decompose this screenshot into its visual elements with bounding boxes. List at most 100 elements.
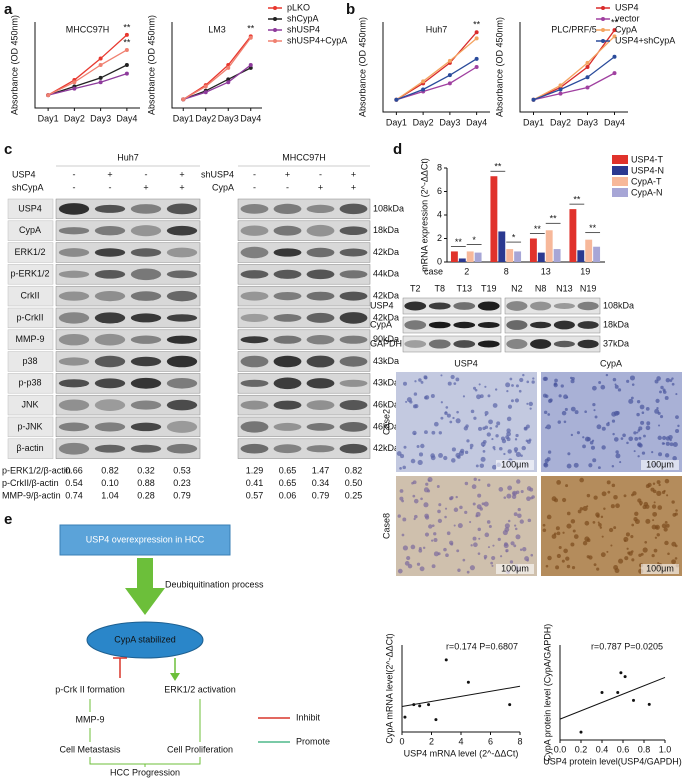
nucleus (546, 514, 552, 520)
nucleus (612, 432, 615, 436)
nucleus (456, 455, 461, 459)
nucleus (600, 552, 606, 558)
nucleus (561, 410, 567, 416)
protein-label: CypA (19, 225, 41, 235)
band (130, 422, 162, 432)
protein-label: MMP-9 (16, 334, 45, 344)
band (506, 320, 528, 330)
nucleus (547, 450, 552, 454)
nucleus (511, 384, 514, 387)
nucleus (675, 415, 679, 419)
y-tick-label: 0 (437, 256, 442, 266)
nucleus (437, 509, 441, 514)
x-tick-label: 1.0 (659, 744, 672, 754)
y-axis-label: CypA protein level (CypA/GAPDH) (542, 624, 552, 762)
band (428, 321, 451, 329)
condition-sign: + (179, 182, 184, 192)
nucleus (491, 555, 496, 561)
bar (498, 231, 506, 262)
nucleus (453, 382, 457, 385)
chart-title: MHCC97H (66, 24, 110, 34)
scale-box (641, 460, 679, 470)
point (444, 658, 448, 662)
nucleus (478, 537, 481, 540)
nucleus (637, 429, 641, 432)
nucleus (482, 450, 486, 453)
nucleus (529, 487, 534, 492)
nucleus (491, 464, 497, 470)
nucleus (514, 450, 518, 453)
band (94, 355, 126, 368)
nucleus (462, 395, 466, 398)
y-axis-label: Absorbance (OD 450nm) (146, 15, 156, 115)
band (577, 321, 599, 329)
x-tick-label: Day1 (173, 113, 194, 123)
nucleus (664, 453, 670, 458)
nucleus (418, 378, 422, 382)
point (600, 691, 604, 694)
nucleus (399, 496, 404, 501)
nucleus (654, 379, 659, 384)
size-label: 42kDa (373, 290, 399, 300)
nucleus (637, 455, 640, 458)
nucleus (458, 450, 464, 456)
band (273, 248, 302, 257)
nucleus (657, 435, 662, 441)
x-tick-label: 0.6 (617, 744, 630, 754)
nucleus (662, 435, 667, 441)
nucleus (459, 505, 463, 510)
band (240, 270, 269, 279)
nucleus (447, 381, 452, 386)
nucleus (611, 419, 616, 423)
blot-strip (504, 316, 601, 334)
nucleus (420, 380, 424, 384)
band (453, 302, 476, 310)
band (339, 443, 368, 454)
legend-marker (601, 17, 605, 21)
significance: ** (550, 214, 558, 224)
nucleus (462, 558, 466, 562)
nucleus (519, 548, 523, 551)
band (130, 444, 162, 453)
blot-strip (237, 351, 371, 372)
nucleus (522, 547, 527, 552)
nucleus (443, 547, 447, 552)
nucleus (574, 410, 579, 415)
nucleus (570, 542, 575, 547)
point (474, 30, 479, 35)
series-line (182, 35, 252, 100)
size-label: 108kDa (603, 300, 634, 310)
size-label: 42kDa (373, 312, 399, 322)
nucleus (402, 465, 406, 470)
nucleus (506, 389, 509, 393)
nucleus (588, 555, 593, 560)
point (616, 691, 620, 694)
nucleus (424, 430, 428, 435)
band (130, 356, 162, 367)
band (306, 334, 335, 345)
point (447, 73, 452, 78)
nucleus (592, 520, 596, 524)
nucleus (672, 456, 677, 461)
legend-label: shCypA (287, 13, 319, 23)
nucleus (431, 539, 434, 542)
nucleus (545, 394, 549, 398)
nucleus (526, 402, 529, 405)
column-label: N2 (511, 283, 523, 293)
significance: ** (123, 37, 131, 47)
diagram-ellipse (86, 621, 204, 659)
band (240, 443, 269, 454)
band (94, 378, 126, 389)
nucleus (593, 563, 597, 567)
panel-label: c (4, 141, 12, 158)
nucleus (555, 526, 560, 531)
band (166, 203, 198, 215)
nucleus (672, 442, 678, 448)
nucleus (600, 384, 606, 390)
nucleus (596, 424, 602, 430)
nucleus (593, 495, 598, 500)
x-tick-label: Day2 (64, 113, 85, 123)
nucleus (412, 480, 417, 485)
band (339, 248, 368, 257)
x-tick-label: Day2 (550, 117, 571, 127)
